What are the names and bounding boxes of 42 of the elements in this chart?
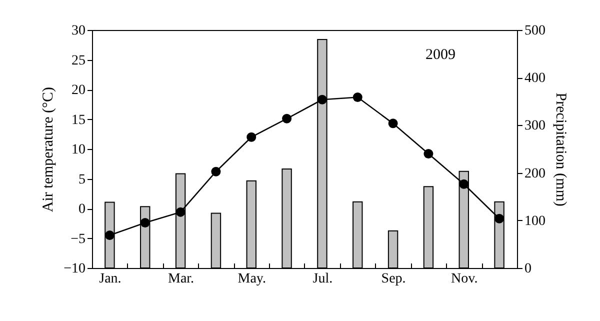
bar — [423, 186, 434, 268]
y-tick-label: −5 — [70, 232, 86, 247]
point — [459, 179, 469, 189]
x-tick-label: May. — [238, 272, 266, 286]
x-tick-label: Jul. — [312, 272, 333, 286]
y-tick-label: 0 — [78, 202, 86, 217]
point — [211, 166, 221, 176]
y-tick-label: 5 — [78, 172, 86, 188]
y2-tick-label: 0 — [524, 262, 532, 276]
x-tick-label: Jan. — [99, 272, 122, 286]
bar — [246, 180, 256, 268]
y-tick-label: 25 — [72, 53, 86, 68]
point — [317, 94, 327, 104]
bar — [282, 168, 292, 268]
point — [104, 230, 114, 240]
bar — [388, 230, 398, 268]
point — [352, 92, 362, 102]
x-tick-label: Nov. — [451, 272, 478, 286]
y2-tick-label: 400 — [524, 71, 546, 86]
y-axis-title: Air temperature (°C) — [40, 86, 57, 212]
y-tick-label: −10 — [64, 262, 86, 276]
point — [388, 118, 398, 128]
annotation: 2009 — [426, 47, 456, 63]
point — [246, 132, 256, 142]
y2-tick-label: 500 — [524, 24, 546, 38]
x-tick-label: Mar. — [168, 272, 194, 286]
y-tick-label: 15 — [72, 112, 86, 128]
point — [176, 207, 186, 217]
y2-axis-title: Precipitation (mm) — [552, 92, 568, 206]
bar — [210, 212, 222, 268]
y2-tick-label: 200 — [524, 166, 546, 182]
x-tick-label: Sep. — [381, 272, 406, 286]
bar — [352, 201, 363, 268]
point — [424, 149, 434, 158]
y2-tick-label: 100 — [524, 214, 546, 229]
point — [494, 214, 504, 224]
y-tick-label: 20 — [72, 83, 86, 98]
point — [140, 218, 150, 228]
point — [282, 114, 292, 124]
y-tick-label: 30 — [72, 24, 86, 38]
y-tick-label: 10 — [72, 142, 86, 158]
y2-tick-label: 300 — [524, 118, 546, 134]
